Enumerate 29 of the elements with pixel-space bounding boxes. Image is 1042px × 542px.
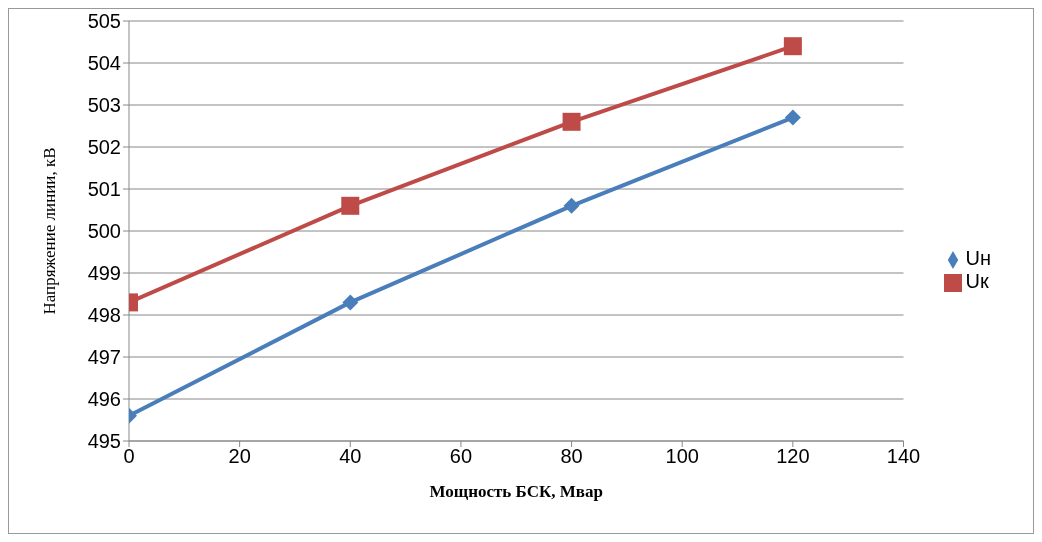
x-tick-label: 0 — [123, 445, 135, 468]
x-tick-label: 80 — [560, 445, 583, 468]
y-tick-label: 500 — [87, 220, 121, 243]
y-tick-label: 502 — [87, 136, 121, 159]
y-tick-label: 499 — [87, 262, 121, 285]
legend-label: Uк — [965, 270, 989, 292]
y-tick-label: 498 — [87, 304, 121, 327]
legend-label: Uн — [965, 247, 991, 269]
x-tick-label: 140 — [886, 445, 921, 468]
y-tick-label: 497 — [87, 346, 121, 369]
x-tick-label: 20 — [228, 445, 251, 468]
y-tick-label: 495 — [87, 430, 121, 453]
point — [783, 37, 802, 56]
y-tick-label: 505 — [87, 10, 121, 33]
x-tick-label: 40 — [339, 445, 362, 468]
x-tick-label: 100 — [665, 445, 699, 468]
y-tick-label: 496 — [87, 388, 121, 411]
point — [784, 109, 801, 126]
point — [342, 294, 359, 311]
point — [562, 112, 581, 131]
x-axis-title: Мощность БСК, Мвар — [429, 482, 604, 501]
point — [341, 196, 360, 215]
y-tick-label: 503 — [87, 94, 121, 117]
x-tick-label: 120 — [776, 445, 810, 468]
y-tick-label: 501 — [87, 178, 121, 201]
point — [563, 197, 580, 214]
x-tick-label: 60 — [449, 445, 473, 468]
y-tick-label: 504 — [87, 52, 121, 75]
y-axis-title: Напряжение линии, кВ — [40, 147, 60, 315]
